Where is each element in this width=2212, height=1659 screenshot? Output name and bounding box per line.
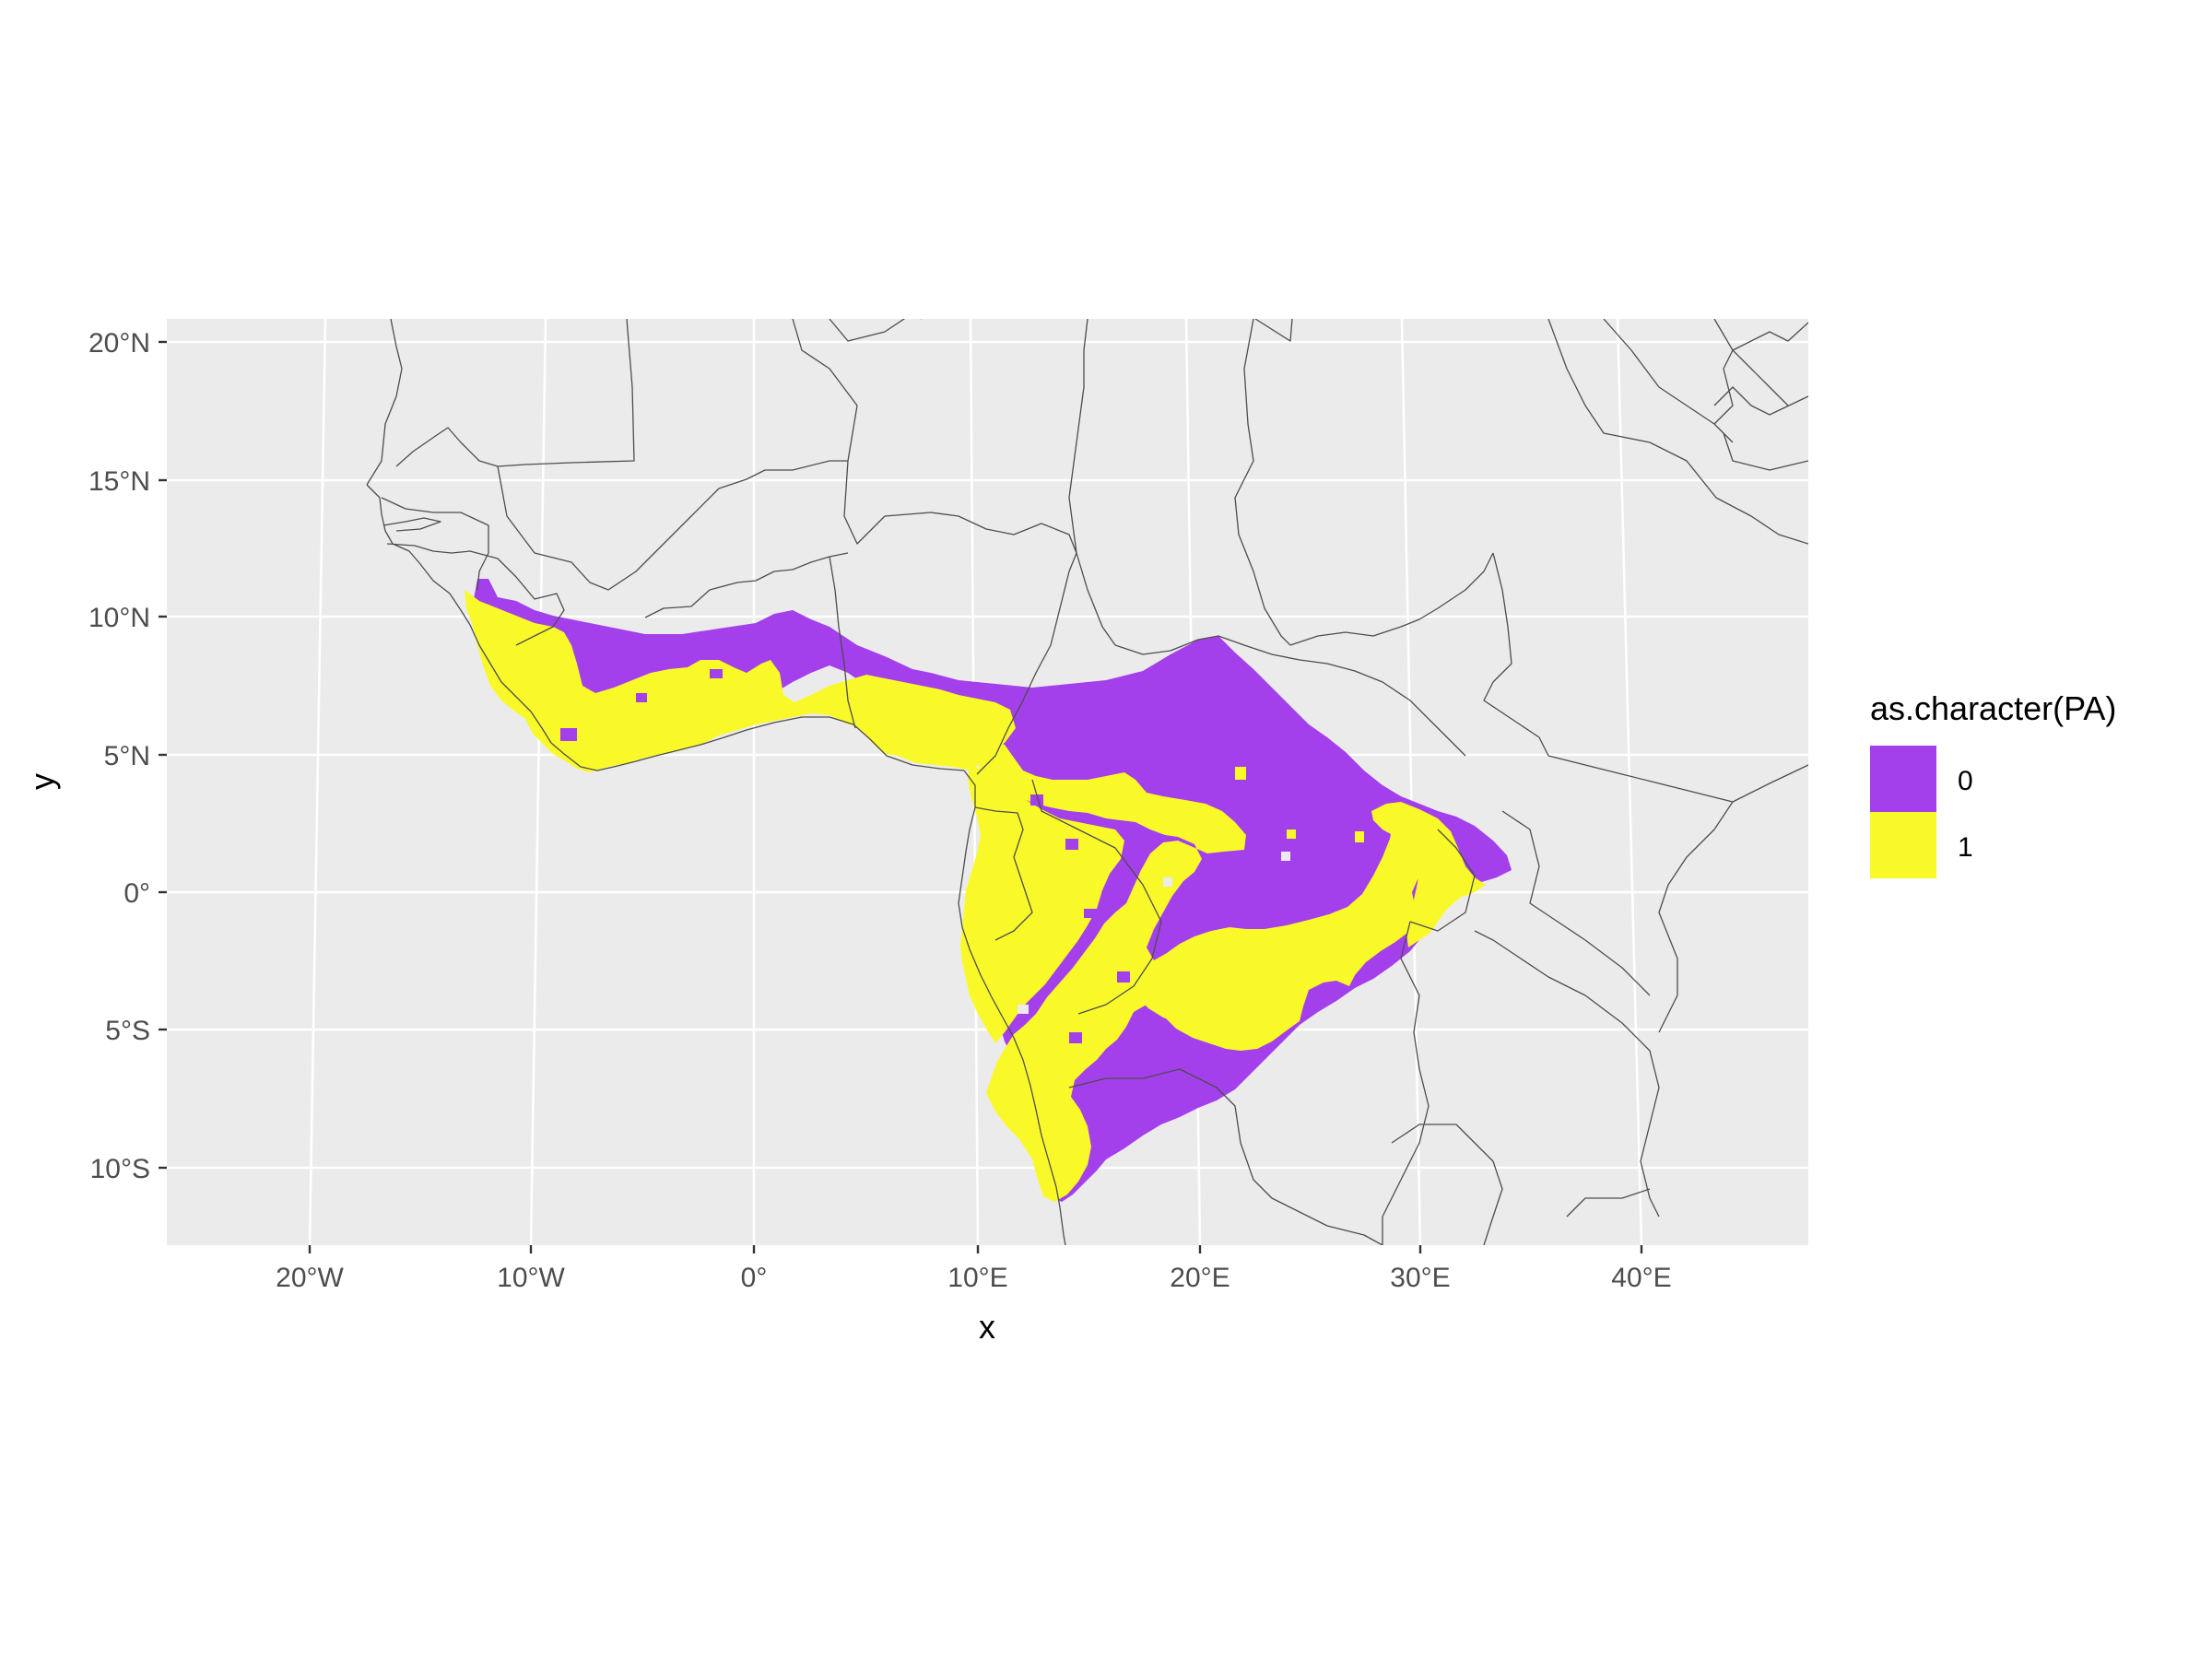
legend: as.character(PA) 0 1 — [1870, 689, 2116, 878]
gridline-lon-30e — [1400, 319, 1422, 1245]
y-tick-label: 10°S — [90, 1154, 150, 1184]
border-congo-drc — [1031, 779, 1162, 1015]
border-mali-west — [395, 319, 635, 467]
border-sudan-north — [1254, 319, 1293, 342]
border-mozambique — [1566, 1188, 1651, 1218]
border-chad-east — [1234, 319, 1291, 646]
range-texture — [560, 669, 1364, 1043]
border-chad — [1068, 319, 1116, 646]
x-tick-label: 10°W — [497, 1263, 565, 1293]
presence-gabon-congo — [960, 765, 1124, 1043]
presence-west-africa — [465, 590, 1016, 772]
legend-key-0 — [1870, 746, 1936, 812]
country-borders — [366, 319, 1808, 1245]
border-guinea — [386, 543, 565, 646]
border-tanzania — [1474, 930, 1660, 1218]
border-ssudan-east — [1483, 552, 1549, 757]
border-yemen-gulf — [1723, 432, 1808, 471]
border-west-coast — [366, 484, 965, 771]
border-senegal — [381, 497, 489, 591]
presence-regions — [465, 590, 1486, 1202]
y-tick-label: 15°N — [88, 466, 150, 497]
border-drc-east — [1382, 921, 1430, 1245]
border-niger — [792, 319, 1077, 572]
y-tick-label: 5°S — [105, 1016, 150, 1046]
y-axis-title: y — [23, 773, 61, 790]
x-tick-label: 40°E — [1611, 1263, 1671, 1293]
y-tick-label: 10°N — [88, 603, 150, 633]
border-zambia — [1391, 1124, 1503, 1245]
border-mali-burkina — [497, 460, 848, 591]
border-burkina-ghana — [644, 552, 849, 618]
border-eritrea — [1603, 319, 1734, 443]
border-nigeria — [829, 556, 856, 729]
border-angola-zambia — [1068, 1068, 1383, 1245]
x-axis-labels: 20°W 10°W 0° 10°E 20°E 30°E 40°E — [276, 1263, 1672, 1293]
legend-label-0: 0 — [1958, 766, 1973, 796]
x-axis-ticks — [308, 1245, 1643, 1253]
border-central-coast — [958, 770, 1066, 1245]
x-axis-title: x — [979, 1308, 995, 1346]
presence-east — [1371, 802, 1486, 947]
border-kenya — [1501, 810, 1651, 996]
border-sudan-ssudan — [1289, 552, 1494, 646]
border-red-sea-east — [1713, 319, 1789, 406]
x-tick-label: 10°E — [947, 1263, 1007, 1293]
legend-label-1: 1 — [1958, 832, 1973, 863]
y-tick-label: 20°N — [88, 328, 150, 359]
border-gabon — [974, 806, 1033, 941]
presence-south-belt — [1139, 942, 1312, 1029]
legend-title: as.character(PA) — [1870, 689, 2116, 727]
x-tick-label: 20°W — [276, 1263, 344, 1293]
y-axis-labels: 20°N 15°N 10°N 5°N 0° 5°S 10°S — [88, 328, 150, 1184]
border-nigeria-cameroon — [976, 571, 1070, 775]
x-tick-label: 30°E — [1390, 1263, 1450, 1293]
y-tick-label: 0° — [124, 878, 150, 909]
gridline-lon-10w — [529, 319, 547, 1245]
legend-key-1 — [1870, 812, 1936, 878]
border-arabia — [1713, 386, 1808, 416]
border-uganda — [1409, 829, 1476, 932]
border-niger-north — [829, 319, 922, 342]
border-arabia-north — [1713, 322, 1808, 425]
x-tick-label: 20°E — [1170, 1263, 1230, 1293]
gridline-lon-40e — [1616, 319, 1643, 1245]
y-axis-ticks — [159, 340, 167, 1170]
border-car — [1114, 635, 1466, 757]
border-mauritania-mali — [366, 319, 403, 486]
border-ethiopia-south — [1547, 755, 1808, 803]
border-ethiopia — [1547, 319, 1808, 545]
y-tick-label: 5°N — [104, 741, 150, 771]
border-gambia — [382, 517, 441, 532]
gridline-lon-20w — [308, 319, 327, 1245]
x-tick-label: 0° — [741, 1263, 768, 1293]
border-somalia — [1658, 801, 1734, 1033]
